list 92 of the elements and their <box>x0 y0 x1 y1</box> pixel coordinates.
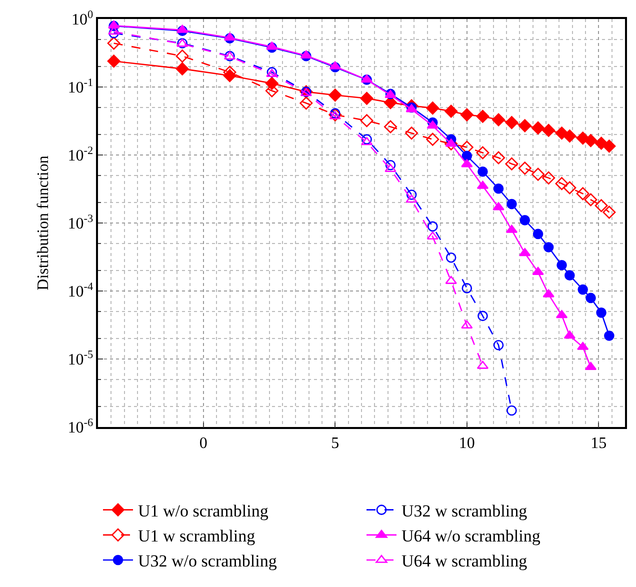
point <box>462 150 472 162</box>
x-tick-label: 15 <box>590 434 607 452</box>
point <box>329 111 341 120</box>
point <box>461 320 473 328</box>
point <box>564 270 575 280</box>
point <box>506 405 517 416</box>
point <box>542 124 556 137</box>
point <box>107 36 120 50</box>
point <box>444 104 458 118</box>
point <box>532 168 545 181</box>
point <box>462 283 472 294</box>
y-tick-label: 10$^{-3}$ <box>68 212 94 233</box>
point <box>329 61 341 70</box>
y-tick-label: 10$^{0}$ <box>71 8 94 29</box>
point <box>360 92 374 105</box>
point <box>426 132 440 146</box>
point <box>360 114 374 128</box>
point <box>578 284 588 295</box>
point <box>576 187 590 200</box>
point <box>428 221 438 232</box>
point <box>385 160 396 170</box>
y-axis-title: Distribution function <box>35 156 52 290</box>
point <box>426 120 438 129</box>
point <box>543 242 554 252</box>
point <box>586 292 596 304</box>
point <box>505 116 518 130</box>
point <box>446 252 456 263</box>
point <box>532 228 544 240</box>
x-tick-label: 10 <box>458 434 475 452</box>
point <box>532 266 544 275</box>
point <box>556 260 567 270</box>
point <box>478 166 488 177</box>
legend-label: U1 w scrambling <box>138 526 256 546</box>
point <box>563 130 576 143</box>
point <box>384 96 397 110</box>
point <box>476 146 490 160</box>
y-tick-label: 10$^{-1}$ <box>68 76 94 97</box>
point <box>505 157 518 170</box>
point <box>460 108 474 122</box>
point <box>563 181 576 194</box>
point <box>520 215 530 226</box>
point <box>328 88 342 102</box>
y-tick-label: 10$^{-5}$ <box>68 348 94 369</box>
point <box>492 202 504 210</box>
point <box>445 276 457 284</box>
point <box>406 190 417 200</box>
legend-label: U32 w/o scrambling <box>138 552 278 571</box>
point <box>384 164 396 172</box>
point <box>107 54 120 68</box>
legend-label: U64 w scrambling <box>402 552 528 571</box>
point <box>604 330 614 341</box>
point <box>176 62 189 76</box>
point <box>542 289 554 298</box>
point <box>542 171 556 184</box>
point <box>176 50 189 63</box>
point <box>493 184 504 194</box>
point <box>584 134 598 148</box>
point <box>518 162 532 175</box>
point <box>596 308 606 318</box>
x-tick-label: 0 <box>199 434 208 452</box>
point <box>584 193 598 206</box>
legend-label: U1 w/o scrambling <box>138 501 269 520</box>
point <box>405 126 418 140</box>
point <box>555 177 568 190</box>
point <box>328 108 342 122</box>
point <box>493 340 504 350</box>
y-tick-label: 10$^{-2}$ <box>68 144 94 165</box>
y-tick-label: 10$^{-6}$ <box>68 416 94 437</box>
point <box>384 120 397 134</box>
point <box>532 121 545 134</box>
x-tick-label: 5 <box>331 434 340 452</box>
point <box>602 140 616 153</box>
point <box>445 138 457 147</box>
point <box>492 113 506 126</box>
point <box>426 231 438 240</box>
point <box>266 42 278 50</box>
point <box>362 134 372 144</box>
legend-label: U64 w/o scrambling <box>402 526 541 546</box>
point <box>506 198 517 210</box>
point <box>300 96 313 110</box>
y-tick-label: 10$^{-4}$ <box>68 280 94 301</box>
point <box>406 194 418 203</box>
point <box>519 248 531 256</box>
point <box>426 102 440 115</box>
point <box>478 310 488 322</box>
point <box>602 206 616 219</box>
point <box>492 151 506 164</box>
point <box>461 159 473 168</box>
point <box>518 119 532 132</box>
point <box>594 199 608 212</box>
legend-label: U32 w scrambling <box>402 501 528 520</box>
point <box>476 110 490 123</box>
